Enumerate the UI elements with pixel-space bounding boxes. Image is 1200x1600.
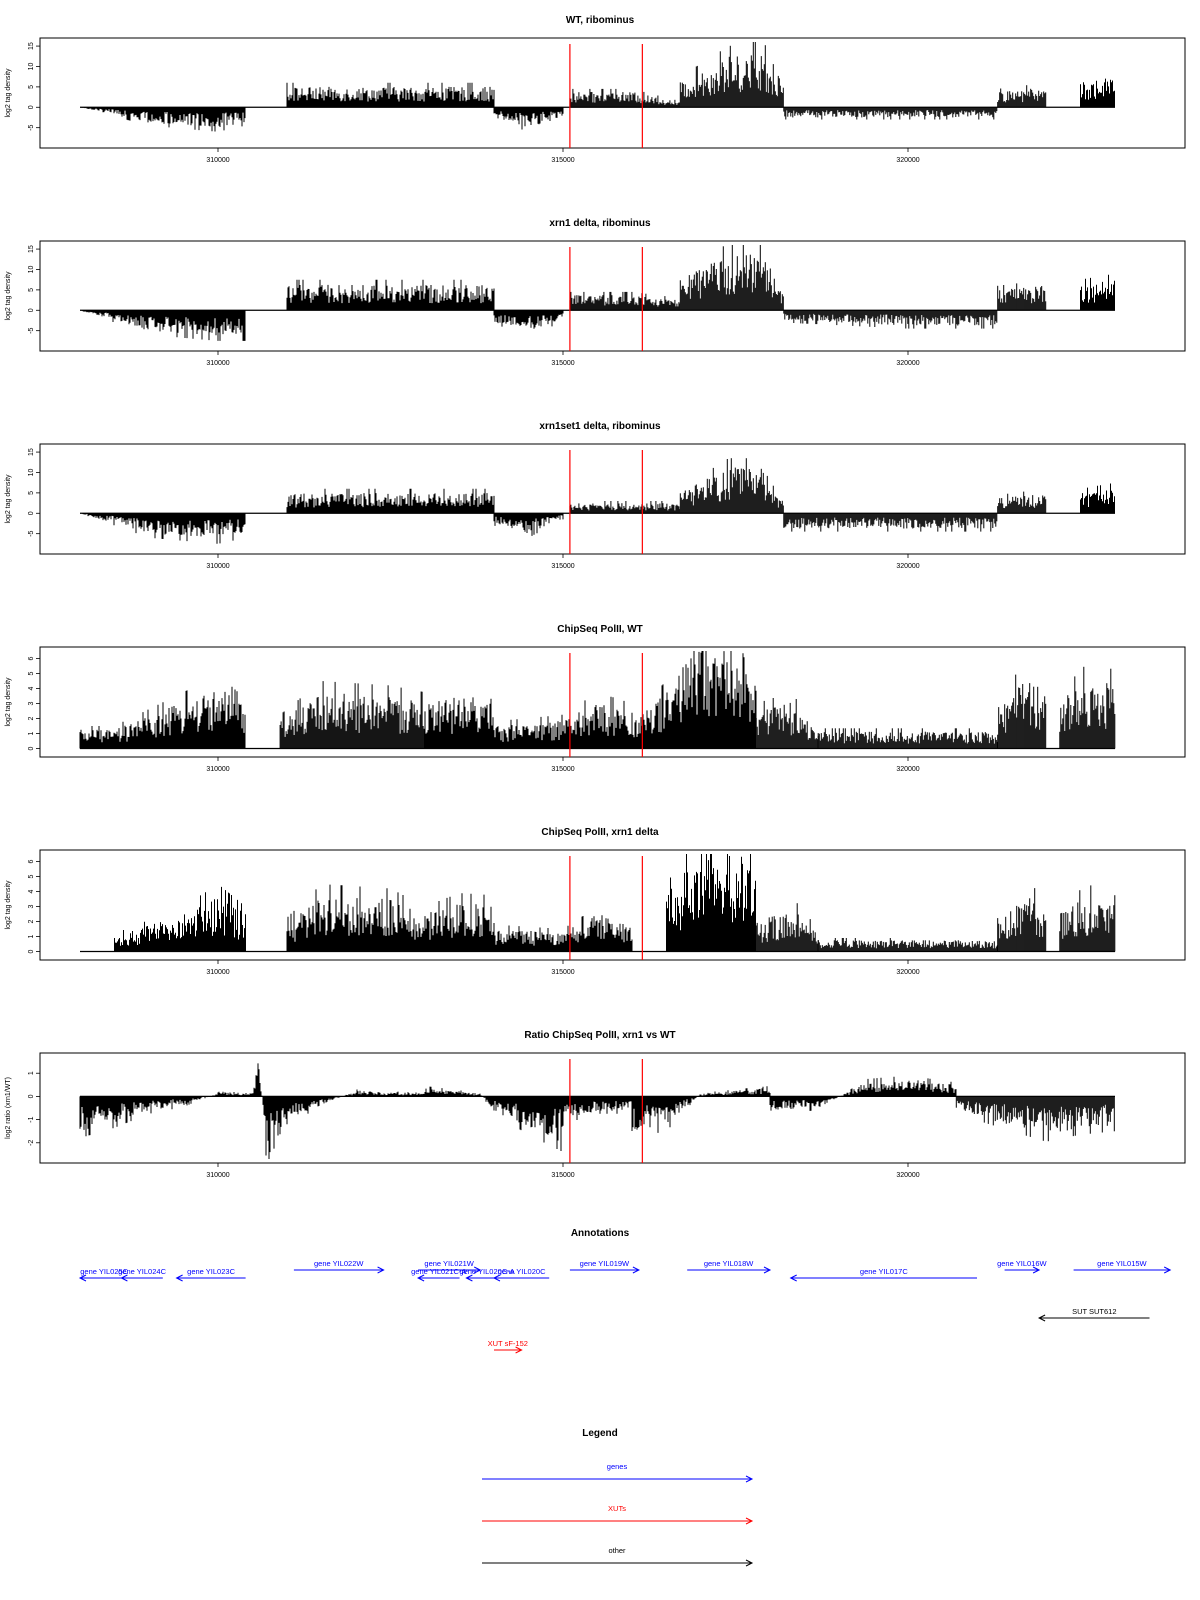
y-axis-label: log2 tag density [5,68,12,118]
y-tick-label: 6 [28,656,35,660]
x-tick-label: 310000 [206,1172,229,1179]
y-tick-label: 10 [28,468,35,476]
plot-frame [39,240,1186,352]
y-axis-label: log2 tag density [5,677,12,727]
signal-series [79,1063,1115,1159]
y-tick-label: 15 [28,245,35,253]
y-tick-label: 5 [28,491,35,495]
x-tick-label: 310000 [206,766,229,773]
chart-panel: WT, ribominus -5 0 5 10 15 310000 315000 320000 l… [5,15,1186,164]
y-axis-label: log2 tag density [5,474,12,524]
signal-series [79,245,1115,341]
y-axis-label: log2 tag density [5,271,12,321]
x-tick-label: 320000 [896,1172,919,1179]
y-tick-label: 0 [28,308,35,312]
chart-panel: Ratio ChipSeq PolII, xrn1 vs WT -2 -1 0 1 310… [5,1030,1186,1179]
y-tick-label: 1 [28,1071,35,1075]
x-tick-label: 315000 [551,766,574,773]
chart-title: xrn1 delta, ribominus [549,218,651,229]
y-tick-label: 5 [28,85,35,89]
y-tick-label: 10 [28,62,35,70]
y-tick-label: 5 [28,288,35,292]
y-tick-label: 0 [28,1094,35,1098]
y-tick-label: -5 [28,124,35,130]
chart-panel: xrn1set1 delta, ribominus -5 0 5 10 15 310000 3… [5,421,1186,570]
plot-frame [39,646,1186,758]
y-axis-label: log2 ratio (xrn1/WT) [5,1077,12,1139]
x-tick-label: 320000 [896,766,919,773]
x-tick-label: 315000 [551,1172,574,1179]
x-tick-label: 315000 [551,360,574,367]
y-tick-label: -5 [28,327,35,333]
y-tick-label: 3 [28,904,35,908]
x-tick-label: 310000 [206,563,229,570]
x-tick-label: 320000 [896,157,919,164]
plot-frame [39,37,1186,149]
y-tick-label: -1 [28,1116,35,1122]
y-tick-label: 6 [28,859,35,863]
y-axis-label: log2 tag density [5,880,12,930]
x-tick-label: 315000 [551,563,574,570]
chart-panel: xrn1 delta, ribominus -5 0 5 10 15 310000 31500… [5,218,1186,367]
x-tick-label: 315000 [551,157,574,164]
y-tick-label: 2 [28,919,35,923]
x-tick-label: 310000 [206,157,229,164]
chart-title: WT, ribominus [566,15,635,26]
chart-panel: ChipSeq PolII, WT 0 1 2 3 4 5 6 310000 315000 3200… [5,624,1186,773]
x-tick-label: 320000 [896,360,919,367]
y-tick-label: 0 [28,511,35,515]
y-tick-label: 1 [28,934,35,938]
plot-frame [39,1052,1186,1164]
y-tick-label: 5 [28,671,35,675]
y-tick-label: 15 [28,42,35,50]
y-tick-label: 0 [28,949,35,953]
chart-title: Ratio ChipSeq PolII, xrn1 vs WT [524,1030,675,1041]
y-tick-label: 5 [28,874,35,878]
signal-series [114,854,1116,952]
y-tick-label: -5 [28,530,35,536]
y-tick-label: 4 [28,889,35,893]
y-tick-label: 15 [28,448,35,456]
signal-series [79,42,1115,132]
x-tick-label: 310000 [206,360,229,367]
y-tick-label: 4 [28,686,35,690]
plot-frame [39,849,1186,961]
y-tick-label: 1 [28,731,35,735]
signal-series [79,458,1115,544]
y-tick-label: 10 [28,265,35,273]
x-tick-label: 315000 [551,969,574,976]
chart-title: ChipSeq PolII, xrn1 delta [541,827,659,838]
chart-panel: ChipSeq PolII, xrn1 delta 0 1 2 3 4 5 6 310000 31… [5,827,1186,976]
signal-series [79,651,1116,749]
y-tick-label: 2 [28,716,35,720]
x-tick-label: 320000 [896,969,919,976]
y-tick-label: 3 [28,701,35,705]
x-tick-label: 320000 [896,563,919,570]
y-tick-label: 0 [28,746,35,750]
chart-title: xrn1set1 delta, ribominus [539,421,661,432]
plot-frame [39,443,1186,555]
x-tick-label: 310000 [206,969,229,976]
y-tick-label: 0 [28,105,35,109]
chart-title: ChipSeq PolII, WT [557,624,643,635]
y-tick-label: -2 [28,1140,35,1146]
